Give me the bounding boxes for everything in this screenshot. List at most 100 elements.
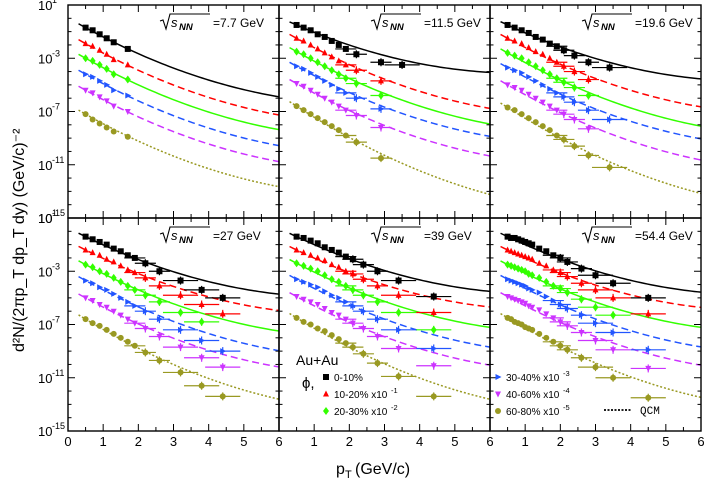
sqrt-sign — [581, 13, 632, 31]
data-point — [124, 266, 131, 273]
series-0-10% — [293, 233, 452, 301]
energy-label: s NN =19.6 GeV — [581, 13, 693, 33]
data-point — [342, 107, 349, 114]
data-point — [321, 271, 328, 280]
data-point — [96, 238, 103, 245]
data-point — [83, 277, 90, 284]
data-point — [557, 319, 564, 326]
data-point — [522, 282, 529, 289]
data-point — [525, 240, 532, 247]
data-point — [82, 40, 89, 47]
data-point — [342, 253, 349, 260]
legend-marker — [323, 374, 329, 380]
qcm-curve-10-20% — [289, 33, 491, 110]
series-40-60% — [504, 294, 666, 373]
data-point — [124, 45, 131, 52]
data-point — [515, 250, 522, 257]
series-40-60% — [82, 87, 131, 115]
data-point — [314, 45, 321, 52]
y-tick-base: 10 — [38, 0, 52, 13]
data-point — [124, 109, 131, 115]
data-point — [293, 314, 300, 321]
data-point — [293, 294, 300, 301]
data-point — [571, 52, 578, 59]
energy-s: s — [171, 15, 178, 30]
data-point — [342, 340, 349, 347]
energy-label: s NN =39 GeV — [370, 226, 472, 246]
data-point — [360, 325, 367, 332]
series-10-20% — [82, 246, 241, 318]
x-axis-title-p: p — [336, 461, 345, 478]
legend-label: 60-80% x10 — [506, 407, 560, 418]
data-point — [307, 87, 314, 94]
data-point — [342, 267, 349, 274]
x-tick-label: 6 — [697, 434, 704, 449]
data-point — [131, 342, 138, 349]
data-point — [353, 139, 360, 146]
data-point — [293, 246, 300, 253]
data-point — [610, 311, 617, 320]
data-point — [550, 297, 557, 304]
data-point — [329, 292, 336, 299]
energy-subscript: NN — [179, 22, 194, 33]
data-point — [353, 95, 360, 102]
data-point — [177, 344, 184, 351]
data-point — [322, 77, 329, 84]
data-point — [156, 316, 163, 323]
data-point — [131, 320, 138, 327]
data-point — [177, 291, 184, 298]
data-point — [300, 83, 307, 90]
data-point — [307, 299, 314, 306]
data-point — [522, 300, 529, 307]
data-point — [560, 111, 567, 118]
data-point — [307, 111, 314, 118]
data-point — [350, 302, 357, 309]
data-point — [546, 127, 553, 134]
data-point — [117, 277, 124, 286]
data-point — [543, 277, 550, 286]
data-point — [124, 75, 131, 84]
data-point — [546, 40, 553, 47]
data-point — [539, 36, 546, 43]
data-point — [360, 261, 367, 268]
series-40-60% — [82, 295, 241, 372]
data-point — [335, 70, 342, 79]
data-point — [536, 273, 543, 282]
data-point — [293, 81, 300, 88]
x-tick-label: 5 — [451, 434, 458, 449]
data-point — [515, 236, 522, 243]
data-point — [82, 316, 89, 323]
data-point — [610, 329, 617, 336]
data-point — [131, 285, 138, 294]
x-tick-label: 2 — [346, 434, 353, 449]
data-point — [321, 49, 328, 56]
data-point — [430, 363, 437, 370]
data-point — [335, 103, 342, 110]
data-point — [132, 302, 139, 309]
data-point — [110, 308, 117, 315]
data-point — [430, 325, 437, 334]
data-point — [504, 21, 511, 28]
data-point — [533, 77, 540, 84]
data-point — [360, 308, 367, 315]
energy-value: =11.5 GeV — [424, 16, 481, 30]
data-point — [104, 286, 111, 293]
data-point — [342, 281, 349, 290]
series-20-30% — [82, 54, 131, 84]
legend-title: Au+Au — [296, 352, 338, 368]
legend-entry-40-60%: 40-60% x10 -4 — [495, 386, 570, 401]
data-point — [377, 155, 384, 162]
data-point — [328, 66, 335, 75]
legend-label-exponent: -4 — [563, 386, 570, 395]
data-point — [550, 281, 557, 290]
data-point — [543, 248, 550, 255]
legend-label: 40-60% x10 — [506, 390, 560, 401]
data-point — [307, 27, 314, 34]
qcm-curve-10-20% — [78, 38, 280, 116]
y-tick-label: 10 -3 — [38, 261, 60, 279]
data-point — [314, 115, 321, 122]
qcm-curve-10-20% — [500, 245, 702, 309]
energy-value: =27 GeV — [213, 229, 261, 243]
data-point — [117, 334, 124, 341]
data-point — [536, 259, 543, 266]
